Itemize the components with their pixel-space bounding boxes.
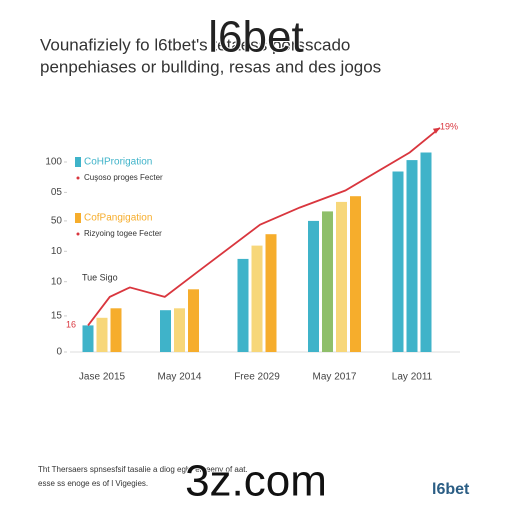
title-line: penpehiases or bullding, resas and des j… <box>40 57 381 76</box>
watermark: l6bet <box>208 13 303 62</box>
y-tick-label: 10 <box>51 246 63 257</box>
x-tick-label: Lay 2011 <box>392 372 433 383</box>
y-tick-label: 15 <box>51 311 63 322</box>
x-tick-label: May 2014 <box>158 372 202 383</box>
bar <box>420 152 432 352</box>
y-tick-label: 100 <box>45 157 62 168</box>
legend-label: CofPangigation <box>84 213 152 224</box>
legend-dot <box>76 232 80 236</box>
y-tick-label: 50 <box>51 216 63 227</box>
annotation: Tue Sigo <box>82 272 118 282</box>
title-line: Vounafiziely fo l6tbet's tetaess porssca… <box>40 35 350 54</box>
bar <box>406 160 418 352</box>
footer-line: Tht Thersaers spnsesfsif tasalie a diog … <box>38 465 248 474</box>
annotation: 19% <box>440 121 458 131</box>
bar <box>251 245 263 352</box>
bar <box>308 220 319 352</box>
bar <box>392 171 404 352</box>
bar <box>82 325 94 352</box>
bar <box>265 234 277 352</box>
legend-subtitle: Rizyoing togee Fecter <box>84 229 162 238</box>
watermark: 3z.com <box>185 457 327 506</box>
x-tick-label: Free 2029 <box>234 372 280 383</box>
bar <box>110 308 122 352</box>
annotation: 16 <box>66 319 76 329</box>
bar <box>350 196 361 352</box>
bar <box>237 258 249 352</box>
y-tick-label: 10 <box>51 276 63 287</box>
x-tick-label: Jase 2015 <box>79 372 126 383</box>
legend-subtitle: Cuşoso proges Fecter <box>84 173 163 182</box>
logo: l6bet <box>432 481 470 498</box>
y-tick-label: 05 <box>51 187 63 198</box>
bar <box>96 317 108 352</box>
legend-swatch <box>75 213 81 223</box>
x-tick-label: May 2017 <box>313 372 357 383</box>
y-tick-label: 0 <box>56 347 62 358</box>
arrow-head <box>432 127 440 134</box>
bar <box>188 289 199 352</box>
bar <box>322 211 333 352</box>
bar <box>160 310 171 352</box>
bar <box>174 308 185 352</box>
trend-line <box>87 127 441 326</box>
legend-swatch <box>75 157 81 167</box>
bar <box>336 201 347 352</box>
footer-line: esse ss enoge es of l Vigegies. <box>38 479 148 488</box>
legend-label: CoHProrigation <box>84 157 152 168</box>
legend-dot <box>76 176 80 180</box>
